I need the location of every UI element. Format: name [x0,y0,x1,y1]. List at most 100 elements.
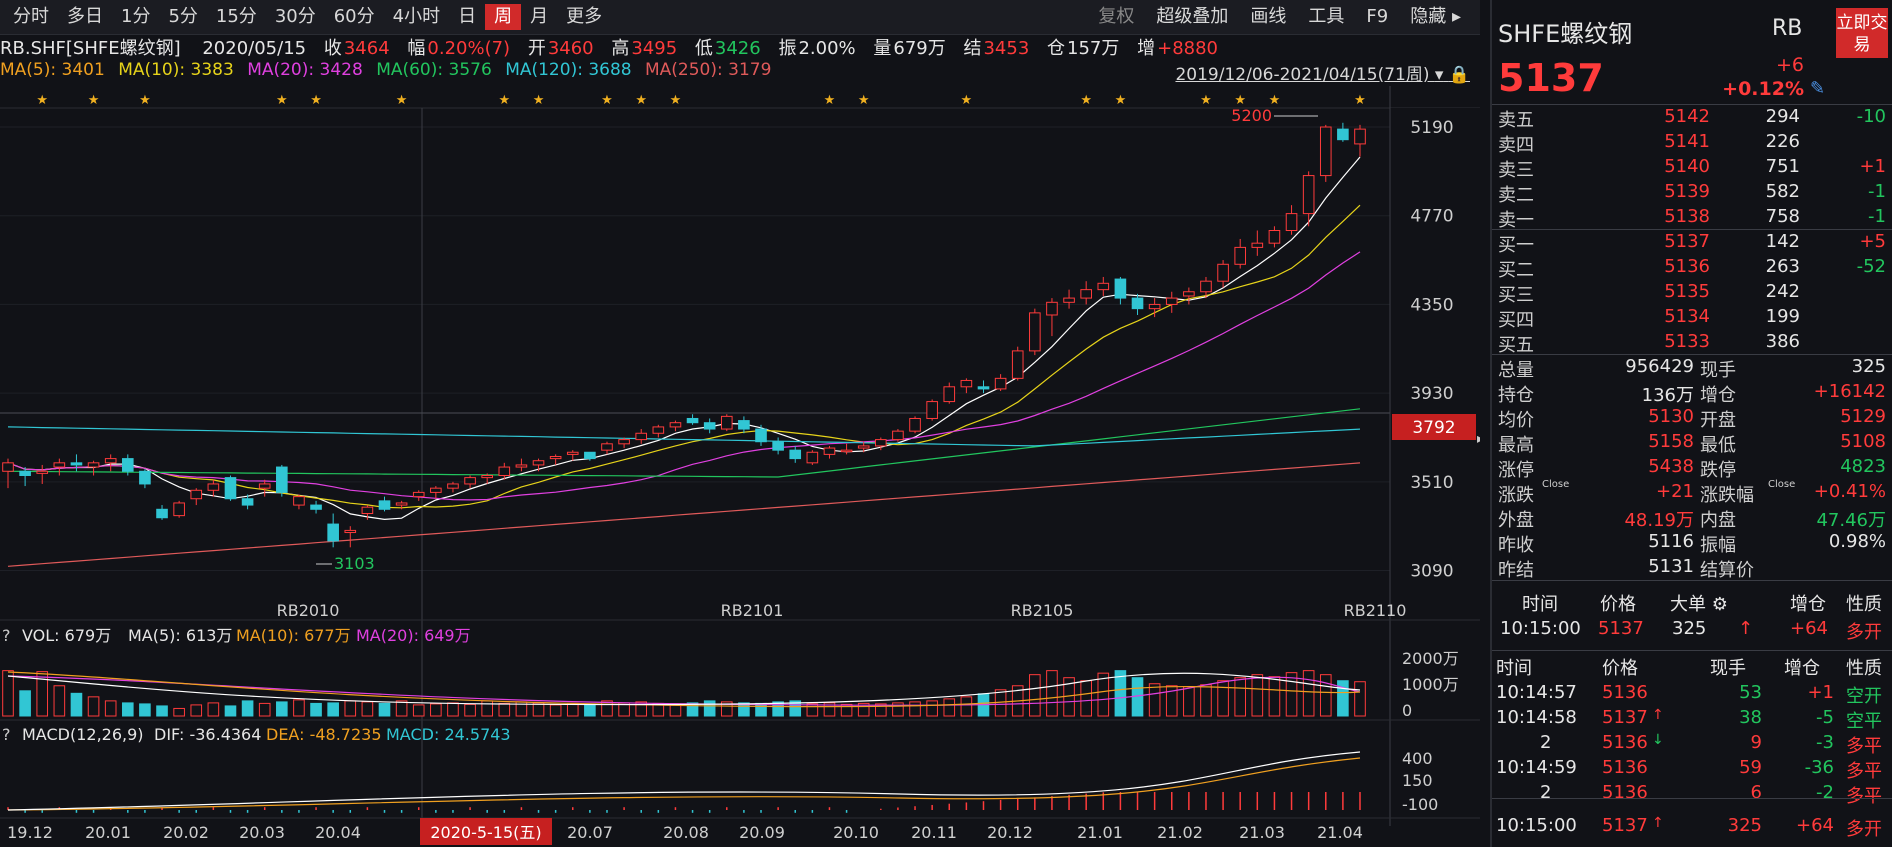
volume-bar [1165,685,1178,717]
candle-body [173,502,185,517]
event-star-icon[interactable]: ★ [1354,93,1366,108]
ask-row[interactable]: 卖五 5142 294 -10 [1492,106,1892,131]
stat-label: 增仓 [1700,385,1736,406]
period-tab-2[interactable]: 1分 [121,6,151,27]
event-star-icon[interactable]: ★ [858,93,870,108]
stat-row[interactable]: 涨跌 +21 涨跌幅 +0.41% Close Close [1492,479,1892,506]
ask-row[interactable]: 卖二 5139 582 -1 [1492,181,1892,206]
event-star-icon[interactable]: ★ [533,93,545,108]
ask-row[interactable]: 卖四 5141 226 [1492,131,1892,156]
instrument-code: RB [1772,16,1803,41]
vol-help-icon[interactable]: ? [2,626,11,645]
stat-row[interactable]: 昨结 5131 结算价 [1492,556,1892,581]
event-star-icon[interactable]: ★ [961,93,973,108]
stat-row[interactable]: 外盘 48.19万 内盘 47.46万 [1492,506,1892,531]
period-tab-6[interactable]: 60分 [333,6,375,27]
event-star-icon[interactable]: ★ [88,93,100,108]
event-star-icon[interactable]: ★ [139,93,151,108]
event-star-icon[interactable]: ★ [498,93,510,108]
period-tab-4[interactable]: 15分 [215,6,257,27]
bid-label: 买四 [1498,310,1534,331]
candle-body [293,496,305,506]
tick-header-row[interactable]: 时间 价格 现手 增仓 性质 [1492,654,1892,679]
tick-row[interactable]: 10:14:57 5136 53 +1 空开 [1492,682,1892,707]
tick-row[interactable]: 10:15:00 5137 325 +64 多开 ↑ [1492,815,1892,840]
event-star-icon[interactable]: ★ [601,93,613,108]
volume-bar [1337,680,1349,717]
period-tab-0[interactable]: 分时 [13,6,49,27]
divider [1492,580,1892,581]
period-tab-11[interactable]: 更多 [566,6,603,27]
candle-body [87,462,100,468]
tick-row[interactable]: 2 5136 6 -2 多平 [1492,782,1892,807]
big-header-row[interactable]: 时间 价格 大单 ⚙ 增仓 性质 [1492,590,1892,615]
period-tab-3[interactable]: 5分 [168,6,198,27]
stat-row[interactable]: 均价 5130 开盘 5129 [1492,406,1892,431]
event-star-icon[interactable]: ★ [36,93,48,108]
stat-row[interactable]: 最高 5158 最低 5108 [1492,431,1892,456]
period-tab-10[interactable]: 月 [530,6,549,27]
event-star-icon[interactable]: ★ [1080,93,1092,108]
tick-time: 2 [1540,732,1552,753]
big-order-row[interactable]: 10:15:00 5137 325 ↑ +64 多开 [1492,618,1892,643]
event-star-icon[interactable]: ★ [1234,93,1246,108]
candle-body [104,458,117,464]
volume-bar [378,702,391,717]
event-star-icon[interactable]: ★ [276,93,288,108]
event-star-icon[interactable]: ★ [310,93,322,108]
tool-2[interactable]: 画线 [1250,6,1287,27]
event-star-icon[interactable]: ★ [670,93,682,108]
bid-row[interactable]: 买四 5134 199 [1492,306,1892,331]
candle-body [926,401,938,419]
tool-4[interactable]: F9 [1366,6,1389,27]
period-tab-1[interactable]: 多日 [67,6,103,27]
stat-label: 现手 [1700,360,1736,381]
tool-0[interactable]: 复权 [1098,6,1135,27]
bid-volume: 242 [1765,281,1800,302]
tool-1[interactable]: 超级叠加 [1156,6,1229,27]
volume-bar [549,704,562,717]
tick-row[interactable]: 10:14:58 5137 38 -5 空平 ↑ [1492,707,1892,732]
event-star-icon[interactable]: ★ [1200,93,1212,108]
tool-3[interactable]: 工具 [1308,6,1345,27]
stat-row[interactable]: 总量 956429 现手 325 [1492,356,1892,381]
tick-row[interactable]: 10:14:59 5136 59 -36 多平 [1492,757,1892,782]
period-tab-7[interactable]: 4小时 [392,6,441,27]
stat-row[interactable]: 涨停 5438 跌停 4823 [1492,456,1892,481]
open-value: 3460 [547,38,594,59]
bid-row[interactable]: 买二 5136 263 -52 [1492,256,1892,281]
macd-help-icon[interactable]: ? [2,725,11,744]
period-tab-8[interactable]: 日 [458,6,477,27]
stat-value: 0.98% [1828,531,1886,552]
time-tick: 20.10 [833,823,879,842]
stat-row[interactable]: 昨收 5116 振幅 0.98% [1492,531,1892,556]
bid-row[interactable]: 买五 5133 386 [1492,331,1892,356]
event-star-icon[interactable]: ★ [824,93,836,108]
candle-body [601,443,613,451]
volume-bar [823,702,836,717]
ask-row[interactable]: 卖一 5138 758 -1 [1492,206,1892,231]
event-star-icon[interactable]: ★ [1115,93,1127,108]
candle-body [892,430,904,441]
candle-body [1354,128,1366,145]
tick-row[interactable]: 2 5136 9 -3 多平 ↓ [1492,732,1892,757]
bid-row[interactable]: 买一 5137 142 +5 [1492,231,1892,256]
bid-row[interactable]: 买三 5135 242 [1492,281,1892,306]
period-tab-5[interactable]: 30分 [274,6,316,27]
edit-icon[interactable]: ✎ [1810,78,1826,99]
kline-chart[interactable]: ★ ★ ★ ★ ★ ★ ★ ★ ★ ★ ★ ★ ★ ★ ★ ★ ★ ★ ★ ★ 5200 3103 5190 4770 4… [0,86,1480,847]
event-star-icon[interactable]: ★ [1269,93,1281,108]
big-nature: 多开 [1846,622,1882,643]
trade-button[interactable]: 立即交易 [1836,8,1888,58]
event-star-icon[interactable]: ★ [396,93,408,108]
event-star-icon[interactable]: ★ [635,93,647,108]
period-tab-9[interactable]: 周 [485,4,522,30]
date-range-selector[interactable]: 2019/12/06-2021/04/15(71周) ▾ 🔒 [1175,60,1470,85]
tool-5[interactable]: 隐藏 ▸ [1410,6,1461,27]
volume-tick: 0 [1402,701,1412,720]
big-volume: 325 [1672,618,1707,639]
expand-arrow-icon[interactable]: ▸ [1477,431,1480,447]
volume-bar [104,700,117,717]
ask-row[interactable]: 卖三 5140 751 +1 [1492,156,1892,181]
stat-row[interactable]: 持仓 136万 增仓 +16142 [1492,381,1892,406]
